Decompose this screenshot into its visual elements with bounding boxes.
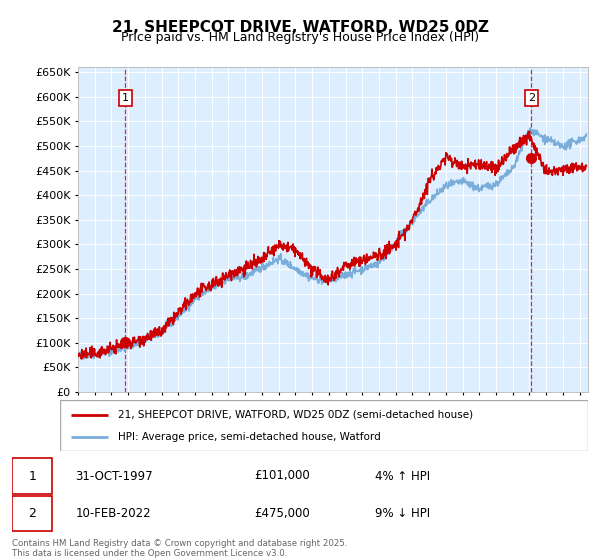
Text: £475,000: £475,000 — [254, 507, 310, 520]
FancyBboxPatch shape — [12, 496, 52, 531]
Text: 21, SHEEPCOT DRIVE, WATFORD, WD25 0DZ (semi-detached house): 21, SHEEPCOT DRIVE, WATFORD, WD25 0DZ (s… — [118, 409, 473, 419]
Text: 4% ↑ HPI: 4% ↑ HPI — [375, 469, 430, 483]
FancyBboxPatch shape — [12, 458, 52, 494]
Text: 2: 2 — [528, 93, 535, 103]
Text: £101,000: £101,000 — [254, 469, 310, 483]
Text: 2: 2 — [28, 507, 36, 520]
Text: 1: 1 — [28, 469, 36, 483]
Text: 1: 1 — [122, 93, 129, 103]
Text: 10-FEB-2022: 10-FEB-2022 — [76, 507, 151, 520]
Text: 31-OCT-1997: 31-OCT-1997 — [76, 469, 153, 483]
Text: HPI: Average price, semi-detached house, Watford: HPI: Average price, semi-detached house,… — [118, 432, 381, 442]
Text: 21, SHEEPCOT DRIVE, WATFORD, WD25 0DZ: 21, SHEEPCOT DRIVE, WATFORD, WD25 0DZ — [112, 20, 488, 35]
Text: Price paid vs. HM Land Registry's House Price Index (HPI): Price paid vs. HM Land Registry's House … — [121, 31, 479, 44]
Text: Contains HM Land Registry data © Crown copyright and database right 2025.
This d: Contains HM Land Registry data © Crown c… — [12, 539, 347, 558]
FancyBboxPatch shape — [60, 400, 588, 451]
Text: 9% ↓ HPI: 9% ↓ HPI — [375, 507, 430, 520]
